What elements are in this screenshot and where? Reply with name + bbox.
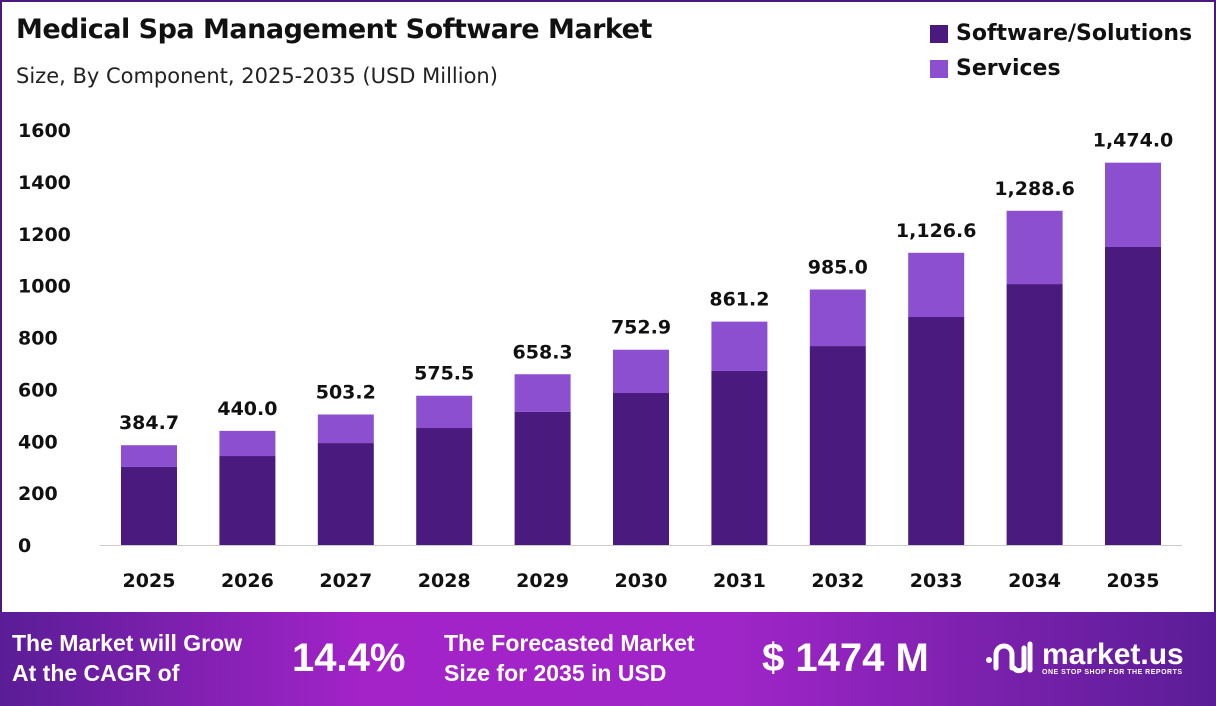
chart-subtitle: Size, By Component, 2025-2035 (USD Milli…: [16, 64, 498, 88]
bar-services-2032: [809, 289, 866, 347]
total-label-2035: 1,474.0: [1093, 130, 1174, 152]
cagr-label: The Market will Grow At the CAGR of: [12, 628, 242, 688]
logo-icon: [986, 641, 1033, 674]
bar-software-2030: [613, 393, 669, 545]
y-tick-label: 600: [18, 379, 58, 401]
x-tick-label: 2029: [516, 570, 569, 592]
cagr-label-line1: The Market will Grow: [12, 630, 243, 656]
legend-swatch-services: [930, 59, 948, 78]
x-tick-label: 2025: [123, 570, 176, 592]
bar-software-2035: [1105, 246, 1161, 545]
cagr-label-line2: At the CAGR of: [12, 660, 180, 686]
x-tick-label: 2031: [713, 570, 766, 592]
x-tick-label: 2035: [1107, 570, 1160, 592]
total-label-2026: 440.0: [217, 398, 277, 420]
y-tick-label: 800: [18, 328, 58, 350]
x-tick-label: 2030: [615, 570, 668, 592]
legend-label: Services: [956, 56, 1061, 81]
bar-software-2032: [809, 346, 866, 545]
total-label-2031: 861.2: [709, 289, 769, 311]
total-label-2033: 1,126.6: [896, 220, 977, 242]
y-tick-label: 1600: [18, 120, 71, 142]
footer-banner: The Market will Grow At the CAGR of 14.4…: [0, 612, 1216, 706]
y-tick-label: 400: [18, 431, 58, 453]
chart-frame: [0, 0, 1216, 612]
legend-swatch-software: [930, 24, 948, 43]
total-label-2025: 384.7: [119, 412, 179, 434]
bar-software-2033: [908, 317, 965, 545]
legend-item-services: Services: [930, 51, 1192, 86]
forecast-value: $ 1474 M: [762, 636, 929, 680]
forecast-label-line1: The Forecasted Market: [444, 630, 695, 656]
x-tick-label: 2027: [319, 570, 372, 592]
bar-services-2027: [317, 414, 374, 444]
y-tick-label: 1400: [18, 172, 71, 194]
total-label-2029: 658.3: [513, 341, 573, 363]
x-tick-label: 2026: [221, 570, 274, 592]
x-tick-label: 2033: [910, 570, 963, 592]
y-tick-label: 1000: [18, 276, 71, 298]
x-tick-label: 2032: [811, 570, 864, 592]
y-tick-label: 200: [18, 483, 58, 505]
bar-services-2031: [711, 321, 768, 371]
chart-title: Medical Spa Management Software Market: [16, 14, 652, 45]
bar-software-2034: [1006, 284, 1063, 545]
total-label-2027: 503.2: [316, 381, 376, 403]
bar-services-2034: [1006, 210, 1063, 285]
bar-services-2028: [416, 395, 473, 429]
forecast-label-line2: Size for 2035 in USD: [444, 660, 667, 686]
total-label-2034: 1,288.6: [994, 178, 1075, 200]
y-tick-label: 0: [18, 535, 31, 557]
bar-services-2029: [514, 374, 571, 412]
logo-name: market.us: [1042, 637, 1184, 671]
bar-software-2029: [514, 411, 571, 545]
market-us-logo: market.us ONE STOP SHOP FOR THE REPORTS: [984, 638, 1184, 678]
total-label-2032: 985.0: [808, 257, 868, 279]
bar-software-2025: [121, 466, 177, 545]
x-tick-label: 2034: [1008, 570, 1061, 592]
bar-chart: 0 200 400 600 800 1000 1200 1400 1600 384.7 2025 44…: [18, 120, 1182, 592]
y-tick-label: 1200: [18, 224, 71, 246]
x-tick-label: 2028: [418, 570, 471, 592]
bar-services-2025: [121, 445, 177, 467]
legend-item-software: Software/Solutions: [930, 16, 1192, 51]
bar-software-2027: [317, 443, 374, 545]
cagr-value: 14.4%: [292, 636, 406, 680]
bar-services-2033: [908, 252, 965, 318]
bar-software-2026: [219, 456, 276, 545]
bar-software-2031: [711, 370, 768, 545]
total-label-2030: 752.9: [611, 317, 671, 339]
total-label-2028: 575.5: [414, 363, 474, 385]
bar-services-2026: [219, 430, 276, 457]
forecast-label: The Forecasted Market Size for 2035 in U…: [444, 628, 695, 688]
legend-label: Software/Solutions: [956, 21, 1193, 46]
bar-software-2028: [416, 428, 473, 545]
logo-tagline: ONE STOP SHOP FOR THE REPORTS: [1042, 668, 1183, 676]
legend: Software/Solutions Services: [930, 16, 1192, 86]
bar-services-2030: [613, 349, 669, 394]
bar-services-2035: [1105, 162, 1161, 247]
